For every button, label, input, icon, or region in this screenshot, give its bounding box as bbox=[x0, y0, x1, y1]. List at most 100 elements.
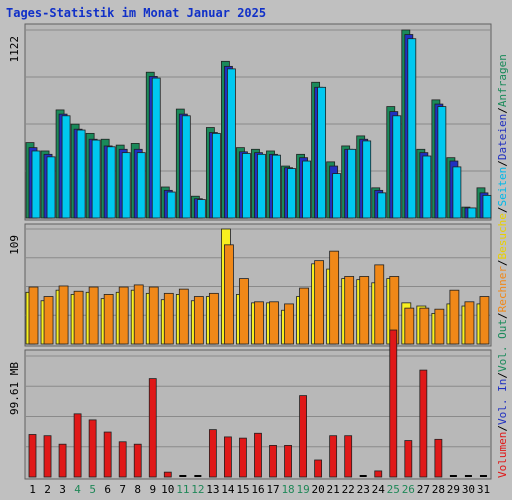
side-legend-item: Dateien bbox=[496, 114, 509, 160]
bar-volumen bbox=[329, 435, 338, 478]
bar-rechner bbox=[43, 296, 54, 345]
bar-volumen bbox=[43, 435, 52, 478]
bar-seiten bbox=[407, 38, 417, 219]
bar-volumen bbox=[73, 413, 82, 478]
bar-volumen bbox=[434, 438, 443, 478]
bar-rechner bbox=[178, 288, 189, 345]
bar-rechner bbox=[73, 290, 84, 345]
x-tick-label: 15 bbox=[236, 483, 249, 496]
bar-seiten bbox=[136, 152, 146, 219]
bar-rechner bbox=[148, 286, 159, 345]
bar-seiten bbox=[151, 77, 161, 219]
bar-seiten bbox=[302, 160, 311, 219]
side-legend-item: Anfragen bbox=[496, 54, 509, 107]
bar-seiten bbox=[392, 115, 402, 219]
y-max-label: 109 bbox=[8, 235, 21, 255]
bar-seiten bbox=[61, 115, 71, 219]
bar-rechner bbox=[254, 301, 264, 345]
bar-rechner bbox=[133, 284, 144, 345]
bar-seiten bbox=[196, 199, 206, 219]
bar-seiten bbox=[272, 154, 281, 219]
bar-seiten bbox=[317, 86, 327, 219]
side-legend-item: / bbox=[496, 372, 509, 379]
bar-rechner bbox=[299, 287, 309, 345]
x-tick-label: 26 bbox=[402, 483, 415, 496]
bar-volumen bbox=[359, 475, 367, 477]
y-max-label: 1122 bbox=[8, 36, 21, 63]
bar-volumen bbox=[224, 436, 232, 478]
x-tick-label: 27 bbox=[417, 483, 430, 496]
x-tick-label: 22 bbox=[342, 483, 355, 496]
panel-middle: 109 bbox=[8, 223, 492, 347]
bar-seiten bbox=[347, 148, 357, 219]
bar-volumen bbox=[28, 434, 37, 478]
bar-rechner bbox=[464, 301, 475, 345]
x-tick-label: 5 bbox=[89, 483, 96, 496]
bar-volumen bbox=[148, 378, 157, 478]
bar-rechner bbox=[118, 286, 129, 345]
side-legend: Volumen/Vol. In/Vol. Out/Rechner/Besuche… bbox=[496, 54, 509, 478]
bar-rechner bbox=[224, 244, 234, 345]
bar-rechner bbox=[344, 276, 355, 345]
bar-rechner bbox=[434, 308, 445, 345]
bar-volumen bbox=[344, 435, 353, 478]
bar-rechner bbox=[404, 307, 415, 345]
bar-volumen bbox=[118, 441, 127, 478]
side-legend-item: Besuche bbox=[496, 213, 509, 259]
bar-volumen bbox=[58, 443, 67, 478]
bar-rechner bbox=[28, 286, 39, 345]
bar-volumen bbox=[419, 369, 428, 478]
bar-seiten bbox=[377, 192, 387, 219]
bar-volumen bbox=[374, 470, 383, 478]
x-tick-label: 21 bbox=[327, 483, 340, 496]
bar-rechner bbox=[208, 292, 219, 345]
bar-seiten bbox=[287, 168, 296, 219]
side-legend-item: / bbox=[496, 160, 509, 167]
x-tick-label: 4 bbox=[74, 483, 81, 496]
y-max-label: 99.61 MB bbox=[8, 362, 21, 415]
bar-volumen bbox=[103, 431, 112, 478]
side-legend-item: / bbox=[496, 425, 509, 432]
x-tick-label: 20 bbox=[312, 483, 325, 496]
bar-rechner bbox=[193, 296, 204, 345]
bar-seiten bbox=[181, 115, 191, 219]
bar-seiten bbox=[211, 132, 221, 219]
bar-seiten bbox=[242, 153, 251, 219]
bar-volumen bbox=[389, 329, 398, 478]
bar-seiten bbox=[76, 129, 86, 219]
bar-seiten bbox=[437, 106, 447, 219]
x-tick-label: 14 bbox=[221, 483, 235, 496]
side-legend-item: Volumen bbox=[496, 432, 509, 478]
bar-volumen bbox=[449, 475, 457, 477]
x-tick-label: 6 bbox=[104, 483, 111, 496]
x-tick-label: 13 bbox=[206, 483, 219, 496]
bar-rechner bbox=[88, 286, 99, 345]
x-tick-label: 12 bbox=[191, 483, 204, 496]
bar-seiten bbox=[362, 140, 372, 219]
bar-rechner bbox=[314, 260, 325, 345]
x-tick-label: 29 bbox=[447, 483, 460, 496]
bar-rechner bbox=[359, 276, 370, 345]
bar-rechner bbox=[329, 250, 340, 345]
side-legend-item: Vol. Out bbox=[496, 319, 509, 372]
side-legend-text: Volumen/Vol. In/Vol. Out/Rechner/Besuche… bbox=[496, 54, 509, 478]
bar-seiten bbox=[227, 68, 236, 219]
bar-rechner bbox=[374, 264, 385, 345]
side-legend-item: Vol. In bbox=[496, 379, 509, 425]
bar-volumen bbox=[208, 429, 217, 478]
bar-seiten bbox=[467, 207, 477, 219]
bar-volumen bbox=[254, 432, 262, 478]
bar-volumen bbox=[194, 475, 202, 477]
bar-volumen bbox=[269, 445, 277, 478]
bar-rechner bbox=[163, 292, 174, 345]
x-tick-label: 11 bbox=[176, 483, 189, 496]
panel-bottom: 99.61 MB bbox=[8, 329, 492, 480]
bar-seiten bbox=[332, 173, 342, 219]
x-tick-label: 7 bbox=[119, 483, 126, 496]
bar-rechner bbox=[479, 296, 490, 345]
bar-rechner bbox=[103, 294, 114, 345]
bar-volumen bbox=[88, 419, 97, 478]
bar-seiten bbox=[166, 191, 176, 219]
